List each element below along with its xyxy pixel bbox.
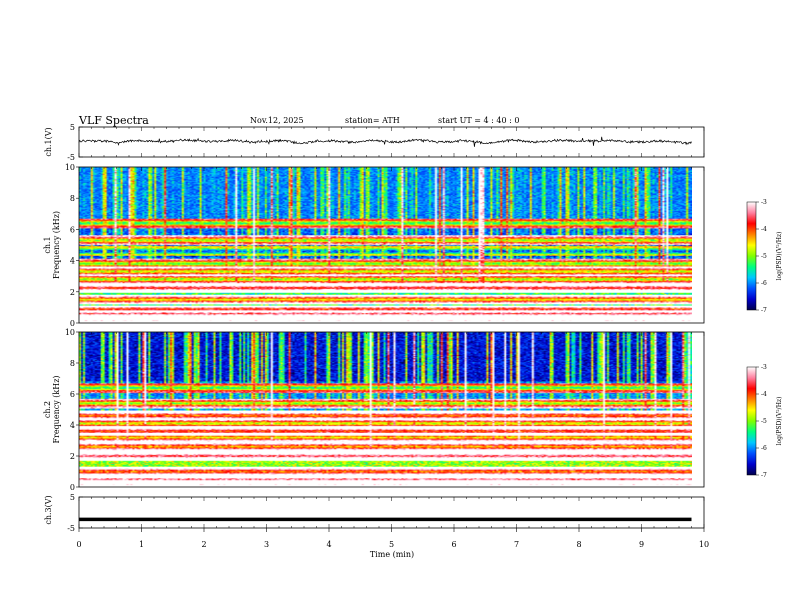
ch1-spectrogram-colorbar-ticklabel: -4 — [761, 226, 767, 233]
ch2-spectrogram-colorbar-ticklabel: -7 — [761, 472, 767, 479]
time-axis-ticklabel: 9 — [639, 540, 644, 549]
ch2-spectrogram-colorbar-ticklabel: -3 — [761, 364, 767, 371]
ch1-waveform-line — [78, 136, 692, 147]
ch3-waveform-panel: 5 -5 — [67, 493, 705, 533]
ch3-waveform-frame — [78, 496, 705, 529]
station-label: station= ATH — [345, 116, 400, 125]
date-label: Nov.12, 2025 — [250, 116, 304, 125]
ch1-spectrogram-colorbar-label: log(PSD)(V²/Hz) — [776, 232, 783, 281]
ch1-waveform-ytick: -5 — [67, 153, 75, 162]
time-axis-ticklabel: 3 — [264, 540, 269, 549]
ch2-spectrogram-ylabel: Frequency (kHz) — [52, 375, 61, 443]
ch1-spectrogram-image — [79, 167, 692, 323]
ch2-spectrogram-ytick: 0 — [70, 483, 75, 492]
ch2-spectrogram-colorbar-ticklabel: -5 — [761, 418, 767, 425]
ch2-spectrogram-ytick: 2 — [70, 452, 75, 461]
ch1-spectrogram-ylabel: Frequency (kHz) — [52, 211, 61, 279]
ch1-spectrogram-ytick: 4 — [70, 257, 75, 266]
ch2-colorbar: -3 -4 -5 -6 -7 log(PSD)(V²/Hz) — [746, 364, 783, 479]
ch1-spectrogram-ytick: 6 — [70, 225, 75, 234]
time-axis-ticklabel: 10 — [699, 540, 709, 549]
ch2-spectrogram-colorbar-ticklabel: -4 — [761, 391, 767, 398]
ch2-spectrogram-panel: 0 2 4 6 8 10 ch.2 Frequency (kHz) — [43, 328, 705, 492]
ch1-waveform-panel: 5 -5 — [67, 123, 705, 162]
ch1-spectrogram-colorbar-ticklabel: -5 — [761, 253, 767, 260]
time-axis-ticklabel: 7 — [514, 540, 519, 549]
time-axis-ticklabel: 8 — [576, 540, 581, 549]
ch1-spectrogram-panel: 0 2 4 6 8 10 ch.1 Frequency (kHz) — [43, 163, 705, 328]
ch1-spectrogram-colorbar-ticklabel: -6 — [761, 280, 767, 287]
ch1-waveform-ytick: 5 — [70, 123, 75, 132]
ch1-spectrogram-colorbar-gradient — [746, 201, 757, 311]
ch1-spectrogram-colorbar-ticklabel: -7 — [761, 307, 767, 314]
ch1-spectrogram-ytick: 0 — [70, 319, 75, 328]
ch1-spectrogram-ytick: 10 — [65, 163, 75, 172]
time-axis-ticklabel: 2 — [201, 540, 206, 549]
ch2-spectrogram-colorbar-gradient — [746, 366, 757, 476]
ch2-spectrogram-colorbar-label: log(PSD)(V²/Hz) — [776, 397, 783, 446]
time-axis-ticklabel: 0 — [76, 540, 81, 549]
time-axis-ticklabel: 4 — [326, 540, 331, 549]
time-axis-ticklabel: 1 — [139, 540, 144, 549]
ch1-spectrogram-ytick: 8 — [70, 194, 75, 203]
ch1-spectrogram-colorbar-ticklabel: -3 — [761, 199, 767, 206]
ch2-spectrogram-ylabel: ch.2 — [43, 401, 52, 418]
time-axis-ticklabel: 6 — [451, 540, 456, 549]
time-axis-label: Time (min) — [370, 550, 414, 559]
ch2-spectrogram-colorbar-ticklabel: -6 — [761, 445, 767, 452]
ch2-spectrogram-image — [79, 332, 692, 487]
ch3-waveform-ytick: 5 — [70, 493, 75, 502]
ch1-waveform-ylabel: ch.1(V) — [44, 127, 53, 156]
ch1-spectrogram-ytick: 2 — [70, 288, 75, 297]
ch2-spectrogram-ytick: 10 — [65, 328, 75, 337]
ch2-spectrogram-ytick: 6 — [70, 390, 75, 399]
start-ut-label: start UT = 4 : 40 : 0 — [438, 116, 519, 125]
time-axis: 0 1 2 3 4 5 6 7 8 9 10 — [76, 528, 709, 549]
ch1-colorbar: -3 -4 -5 -6 -7 log(PSD)(V²/Hz) — [746, 199, 783, 314]
ch2-spectrogram-ytick: 4 — [70, 421, 75, 430]
ch1-spectrogram-ylabel: ch.1 — [43, 236, 52, 253]
figure-title: VLF Spectra — [78, 114, 149, 127]
ch2-spectrogram-ytick: 8 — [70, 359, 75, 368]
time-axis-ticklabel: 5 — [389, 540, 394, 549]
ch3-waveform-ylabel: ch.3(V) — [44, 495, 53, 524]
ch3-waveform-ytick: -5 — [67, 524, 75, 533]
